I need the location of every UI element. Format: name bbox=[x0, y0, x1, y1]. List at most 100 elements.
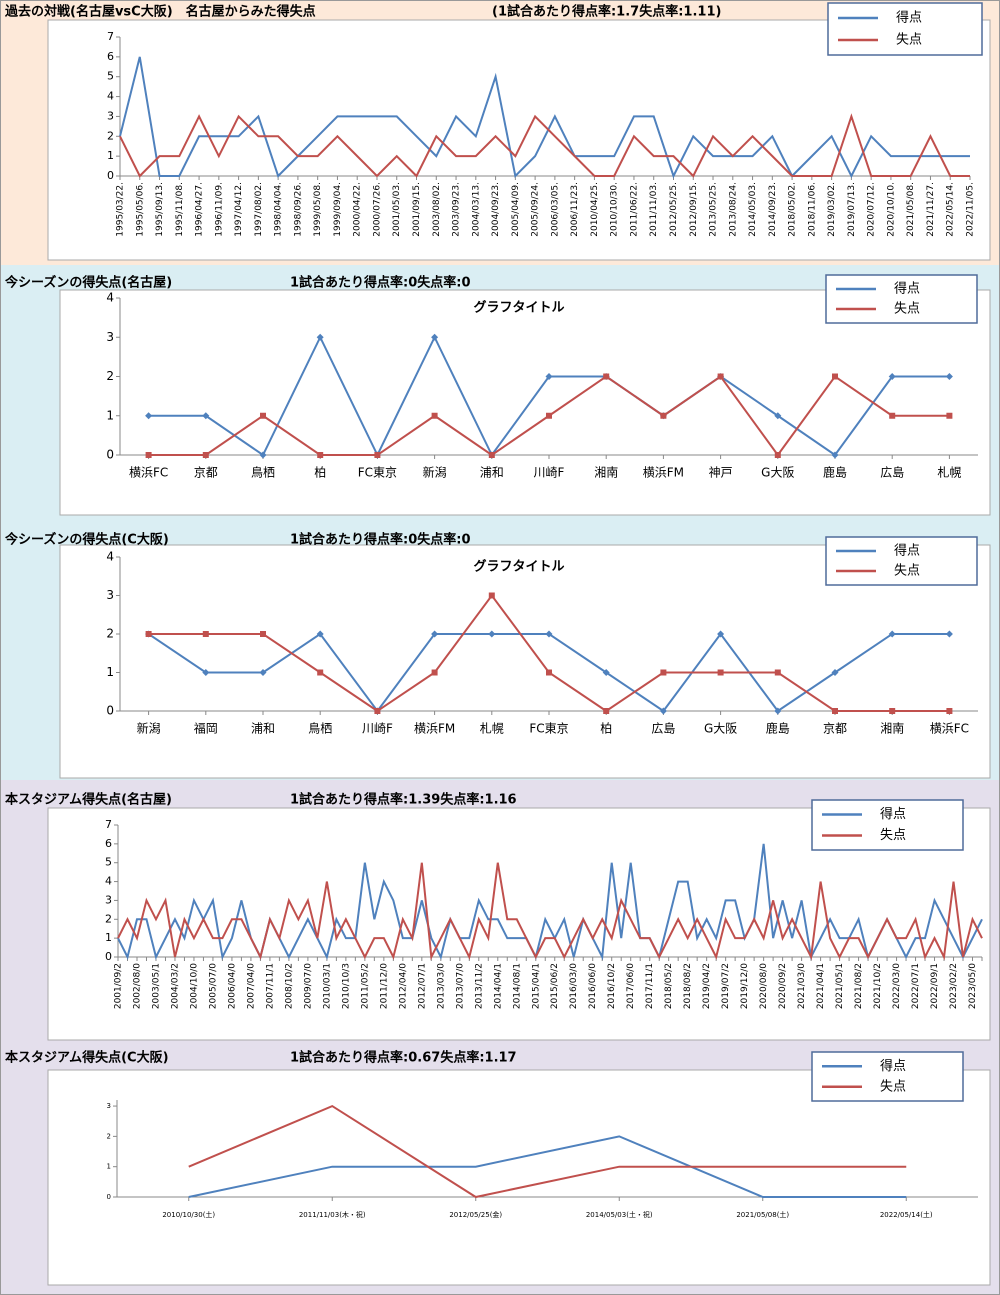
x-tick-label: 1996/04/27. bbox=[195, 182, 205, 237]
y-tick-label: 0 bbox=[105, 950, 112, 963]
marker bbox=[946, 412, 953, 419]
y-tick-label: 3 bbox=[107, 109, 114, 122]
y-tick-label: 2 bbox=[107, 129, 114, 142]
x-tick-label: 広島 bbox=[880, 465, 904, 480]
marker bbox=[145, 412, 153, 420]
x-tick-label: 2016/06/0 bbox=[588, 963, 598, 1009]
marker bbox=[774, 707, 782, 715]
marker bbox=[888, 630, 896, 638]
x-tick-label: 2003/05/1 bbox=[151, 963, 161, 1009]
marker bbox=[603, 373, 610, 380]
x-tick-label: 2013/07/0 bbox=[455, 963, 465, 1009]
x-tick-label: 2020/08/0 bbox=[759, 963, 769, 1009]
marker bbox=[660, 412, 667, 419]
legend-label: 失点 bbox=[894, 302, 920, 317]
x-tick-label: FC東京 bbox=[358, 466, 397, 480]
x-tick-label: 京都 bbox=[194, 466, 218, 480]
legend-label: 得点 bbox=[896, 10, 922, 26]
legend bbox=[811, 1051, 964, 1102]
legend-label: 失点 bbox=[880, 828, 906, 843]
x-tick-label: 2014/09/23. bbox=[768, 182, 778, 237]
x-tick-label: 2014/05/03. bbox=[748, 182, 758, 237]
x-tick-label: 2001/09/2 bbox=[114, 963, 124, 1009]
x-tick-label: 鹿島 bbox=[823, 465, 847, 480]
x-tick-label: 1995/09/13. bbox=[155, 182, 165, 237]
x-tick-label: 2011/11/03(木・祝) bbox=[299, 1210, 366, 1219]
x-tick-label: 2004/03/13. bbox=[471, 182, 481, 237]
y-tick-label: 3 bbox=[107, 1102, 111, 1110]
chart-area bbox=[47, 1069, 991, 1286]
chart-subtitle: 1試合あたり得点率:0.67失点率:1.17 bbox=[290, 1050, 517, 1066]
x-tick-label: 2022/09/1 bbox=[930, 963, 940, 1009]
plot-title: グラフタイトル bbox=[473, 559, 564, 575]
y-tick-label: 3 bbox=[106, 330, 114, 344]
y-tick-label: 4 bbox=[106, 550, 114, 564]
x-tick-label: 2016/03/0 bbox=[569, 963, 579, 1009]
marker bbox=[488, 592, 495, 599]
marker bbox=[545, 630, 553, 638]
x-tick-label: 1999/09/04. bbox=[333, 182, 343, 237]
marker bbox=[202, 452, 209, 458]
legend bbox=[811, 799, 964, 851]
x-tick-label: 湘南 bbox=[880, 721, 904, 736]
chart-area bbox=[59, 289, 991, 516]
x-tick-label: 2005/09/24. bbox=[531, 182, 541, 237]
x-tick-label: 横浜FM bbox=[414, 722, 455, 736]
marker bbox=[145, 631, 152, 637]
y-tick-label: 5 bbox=[105, 856, 112, 869]
marker bbox=[202, 412, 210, 420]
x-tick-label: 2020/10/10. bbox=[886, 182, 896, 237]
chart-subtitle: 1試合あたり得点率:1.39失点率:1.16 bbox=[290, 792, 517, 808]
x-tick-label: 2019/07/13. bbox=[847, 182, 857, 237]
marker bbox=[202, 669, 210, 676]
marker bbox=[431, 333, 439, 341]
y-tick-label: 1 bbox=[107, 1163, 111, 1171]
y-tick-label: 6 bbox=[105, 837, 112, 850]
x-tick-label: 2008/10/2 bbox=[284, 963, 294, 1009]
marker bbox=[316, 333, 324, 341]
x-tick-label: 2021/03/0 bbox=[797, 963, 807, 1009]
x-tick-label: 2013/05/25. bbox=[709, 182, 719, 237]
marker bbox=[774, 412, 782, 420]
x-tick-label: 1995/11/08. bbox=[175, 182, 185, 237]
x-tick-label: 1996/11/09. bbox=[214, 182, 224, 237]
marker bbox=[374, 452, 381, 458]
x-tick-label: G大阪 bbox=[761, 466, 794, 480]
y-tick-label: 3 bbox=[106, 588, 114, 602]
x-tick-label: 福岡 bbox=[194, 721, 218, 736]
legend-label: 得点 bbox=[880, 806, 906, 822]
chart-title: 今シーズンの得失点(名古屋) bbox=[4, 275, 172, 291]
x-tick-label: 2022/03/0 bbox=[892, 963, 902, 1009]
legend-label: 得点 bbox=[894, 281, 920, 297]
x-tick-label: 2015/06/2 bbox=[550, 963, 560, 1009]
x-tick-label: 鹿島 bbox=[766, 721, 790, 736]
x-tick-label: 2021/04/1 bbox=[816, 963, 826, 1009]
plot-title: グラフタイトル bbox=[473, 300, 564, 316]
x-tick-label: 浦和 bbox=[480, 466, 504, 480]
x-tick-label: 新潟 bbox=[423, 465, 447, 480]
marker bbox=[774, 669, 781, 676]
legend-label: 得点 bbox=[880, 1058, 906, 1074]
marker bbox=[831, 669, 839, 676]
x-tick-label: 2012/05/25(金) bbox=[449, 1210, 502, 1219]
series-line bbox=[188, 1135, 907, 1198]
marker bbox=[374, 708, 381, 714]
y-tick-label: 0 bbox=[106, 704, 114, 718]
marker bbox=[145, 452, 152, 458]
marker bbox=[889, 412, 896, 419]
x-tick-label: 2000/04/22. bbox=[353, 182, 363, 237]
marker bbox=[717, 373, 724, 380]
x-tick-label: 2013/03/0 bbox=[436, 963, 446, 1009]
marker bbox=[945, 373, 953, 380]
x-tick-label: 2013/08/24. bbox=[728, 182, 738, 237]
marker bbox=[889, 708, 896, 714]
series-line bbox=[117, 862, 983, 961]
x-tick-label: 2019/07/2 bbox=[721, 963, 731, 1009]
marker bbox=[431, 669, 438, 676]
x-tick-label: 1998/09/26. bbox=[293, 182, 303, 237]
x-tick-label: 2013/11/2 bbox=[474, 963, 484, 1009]
x-tick-label: 2003/09/23. bbox=[452, 182, 462, 237]
x-tick-label: 1999/05/08. bbox=[313, 182, 323, 237]
x-tick-label: 2007/04/0 bbox=[246, 963, 256, 1009]
marker bbox=[659, 707, 667, 715]
